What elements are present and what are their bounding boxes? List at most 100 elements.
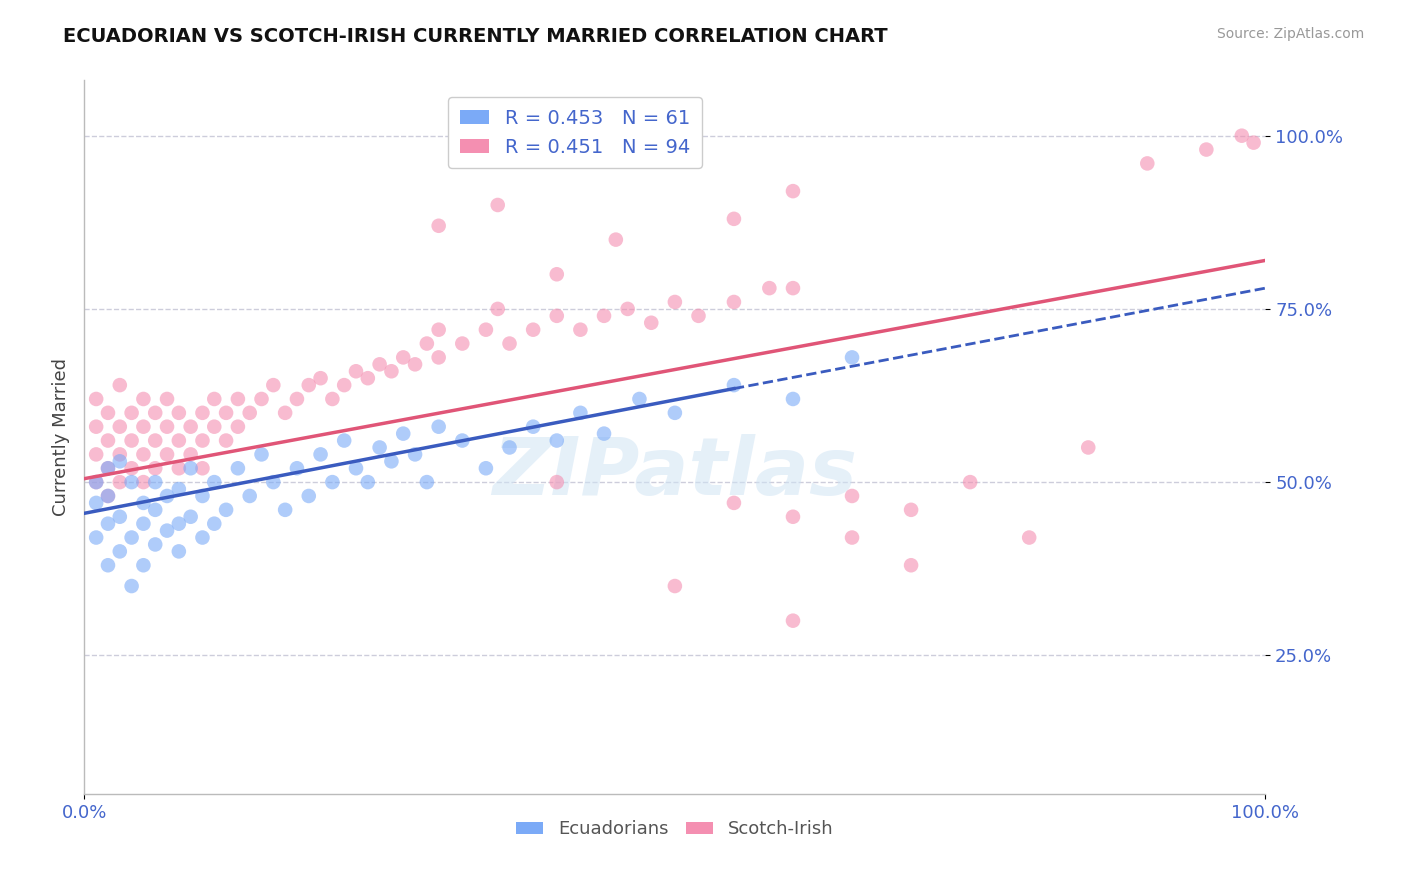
Ecuadorians	[215, 503, 238, 517]
Ecuadorians	[143, 503, 166, 517]
Scotch-Irish	[202, 392, 225, 406]
Ecuadorians	[108, 544, 131, 558]
Scotch-Irish	[239, 406, 262, 420]
Scotch-Irish	[191, 406, 214, 420]
Scotch-Irish	[156, 447, 179, 461]
Scotch-Irish	[167, 406, 190, 420]
Ecuadorians	[121, 475, 143, 489]
Scotch-Irish	[84, 475, 107, 489]
Scotch-Irish	[309, 371, 332, 385]
Ecuadorians	[191, 531, 214, 545]
Ecuadorians	[191, 489, 214, 503]
Ecuadorians	[202, 475, 225, 489]
Scotch-Irish	[108, 447, 131, 461]
Scotch-Irish	[569, 323, 592, 337]
Scotch-Irish	[664, 579, 686, 593]
Scotch-Irish	[1136, 156, 1159, 170]
Ecuadorians	[132, 558, 155, 573]
Scotch-Irish	[156, 419, 179, 434]
Scotch-Irish	[664, 295, 686, 310]
Ecuadorians	[84, 531, 107, 545]
Scotch-Irish	[616, 301, 638, 316]
Scotch-Irish	[900, 558, 922, 573]
Ecuadorians	[108, 509, 131, 524]
Ecuadorians	[156, 489, 179, 503]
Ecuadorians	[344, 461, 367, 475]
Y-axis label: Currently Married: Currently Married	[52, 358, 70, 516]
Scotch-Irish	[900, 503, 922, 517]
Ecuadorians	[143, 537, 166, 551]
Scotch-Irish	[143, 461, 166, 475]
Scotch-Irish	[486, 301, 509, 316]
Scotch-Irish	[782, 614, 804, 628]
Ecuadorians	[97, 516, 120, 531]
Ecuadorians	[569, 406, 592, 420]
Scotch-Irish	[427, 351, 450, 365]
Scotch-Irish	[262, 378, 284, 392]
Scotch-Irish	[427, 219, 450, 233]
Scotch-Irish	[959, 475, 981, 489]
Scotch-Irish	[215, 434, 238, 448]
Ecuadorians	[427, 419, 450, 434]
Ecuadorians	[841, 351, 863, 365]
Scotch-Irish	[723, 295, 745, 310]
Scotch-Irish	[250, 392, 273, 406]
Scotch-Irish	[180, 447, 202, 461]
Ecuadorians	[357, 475, 380, 489]
Scotch-Irish	[132, 419, 155, 434]
Ecuadorians	[108, 454, 131, 468]
Scotch-Irish	[132, 392, 155, 406]
Ecuadorians	[782, 392, 804, 406]
Scotch-Irish	[226, 419, 249, 434]
Scotch-Irish	[84, 419, 107, 434]
Scotch-Irish	[782, 184, 804, 198]
Scotch-Irish	[156, 392, 179, 406]
Ecuadorians	[321, 475, 343, 489]
Scotch-Irish	[333, 378, 356, 392]
Scotch-Irish	[191, 434, 214, 448]
Ecuadorians	[546, 434, 568, 448]
Scotch-Irish	[180, 419, 202, 434]
Ecuadorians	[132, 496, 155, 510]
Ecuadorians	[250, 447, 273, 461]
Scotch-Irish	[688, 309, 710, 323]
Scotch-Irish	[121, 406, 143, 420]
Ecuadorians	[167, 544, 190, 558]
Ecuadorians	[285, 461, 308, 475]
Scotch-Irish	[640, 316, 662, 330]
Scotch-Irish	[416, 336, 439, 351]
Scotch-Irish	[392, 351, 415, 365]
Scotch-Irish	[108, 419, 131, 434]
Scotch-Irish	[121, 434, 143, 448]
Scotch-Irish	[97, 434, 120, 448]
Ecuadorians	[333, 434, 356, 448]
Ecuadorians	[451, 434, 474, 448]
Ecuadorians	[593, 426, 616, 441]
Scotch-Irish	[841, 489, 863, 503]
Scotch-Irish	[84, 392, 107, 406]
Ecuadorians	[180, 461, 202, 475]
Scotch-Irish	[475, 323, 498, 337]
Scotch-Irish	[167, 461, 190, 475]
Scotch-Irish	[593, 309, 616, 323]
Scotch-Irish	[723, 496, 745, 510]
Ecuadorians	[180, 509, 202, 524]
Scotch-Irish	[97, 406, 120, 420]
Text: ECUADORIAN VS SCOTCH-IRISH CURRENTLY MARRIED CORRELATION CHART: ECUADORIAN VS SCOTCH-IRISH CURRENTLY MAR…	[63, 27, 889, 45]
Scotch-Irish	[1018, 531, 1040, 545]
Scotch-Irish	[841, 531, 863, 545]
Ecuadorians	[97, 558, 120, 573]
Scotch-Irish	[84, 447, 107, 461]
Ecuadorians	[167, 516, 190, 531]
Scotch-Irish	[143, 406, 166, 420]
Ecuadorians	[404, 447, 426, 461]
Scotch-Irish	[546, 475, 568, 489]
Scotch-Irish	[782, 281, 804, 295]
Scotch-Irish	[404, 357, 426, 371]
Ecuadorians	[380, 454, 402, 468]
Scotch-Irish	[121, 461, 143, 475]
Scotch-Irish	[344, 364, 367, 378]
Scotch-Irish	[215, 406, 238, 420]
Scotch-Irish	[546, 267, 568, 281]
Scotch-Irish	[298, 378, 321, 392]
